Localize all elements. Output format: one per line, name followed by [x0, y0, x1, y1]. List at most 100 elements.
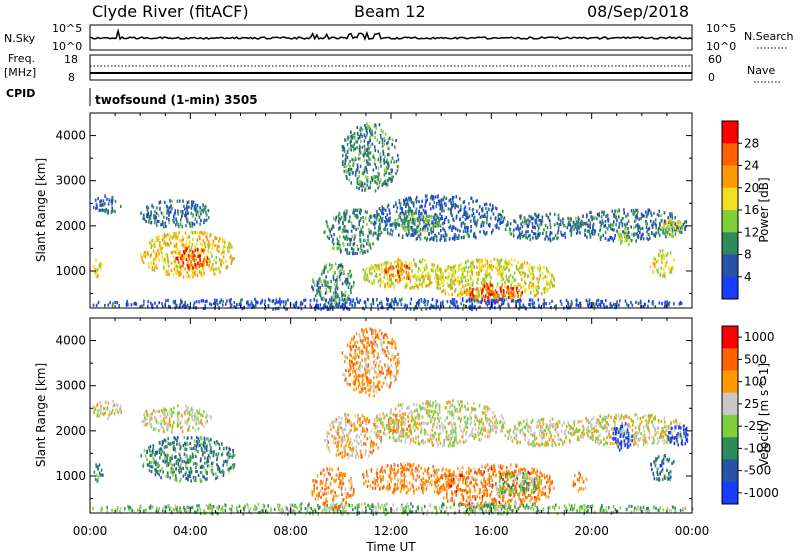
- power-cell: [471, 304, 474, 308]
- velocity-cell: [172, 446, 175, 450]
- power-cell: [462, 229, 465, 233]
- power-cell: [591, 215, 594, 219]
- power-cell: [144, 250, 146, 254]
- power-cell: [370, 229, 372, 233]
- power-cell: [177, 212, 179, 216]
- power-cell: [569, 229, 572, 233]
- power-cell: [656, 268, 659, 272]
- power-cell: [375, 166, 377, 170]
- power-cell: [207, 216, 210, 220]
- power-cell: [195, 206, 198, 210]
- power-cell: [488, 263, 491, 267]
- power-cell: [464, 213, 467, 217]
- power-cell: [489, 222, 491, 227]
- velocity-cell: [203, 436, 206, 440]
- power-cell: [149, 217, 152, 221]
- power-cell: [487, 286, 490, 290]
- power-cell: [345, 298, 348, 302]
- power-cell: [472, 297, 474, 301]
- velocity-cell: [189, 466, 192, 470]
- power-cell: [399, 299, 402, 303]
- velocity-cell: [176, 412, 179, 416]
- power-cell: [194, 248, 197, 252]
- velocity-cell: [204, 456, 206, 460]
- power-cell: [337, 242, 340, 246]
- power-cell: [367, 141, 369, 145]
- power-cell: [475, 224, 478, 228]
- power-cell: [294, 301, 297, 305]
- power-cell: [654, 305, 657, 309]
- power-cell: [357, 247, 359, 252]
- power-cell: [379, 160, 382, 164]
- power-cell: [338, 263, 340, 268]
- velocity-cell: [199, 435, 202, 439]
- power-cell: [467, 216, 470, 220]
- velocity-cell: [198, 444, 201, 448]
- power-cell: [504, 260, 507, 264]
- power-cell: [546, 235, 549, 239]
- power-cell: [392, 282, 394, 286]
- power-cell: [341, 298, 344, 302]
- power-cell: [379, 228, 381, 232]
- velocity-cell: [192, 408, 194, 412]
- power-cell: [531, 276, 534, 280]
- velocity-cell: [170, 407, 172, 412]
- power-cell: [417, 212, 420, 216]
- velocity-cell: [218, 443, 220, 447]
- velocity-cell: [148, 421, 151, 426]
- power-cell: [634, 211, 636, 215]
- power-cell: [342, 228, 344, 232]
- power-cell: [532, 275, 535, 279]
- power-cell: [164, 221, 166, 225]
- power-cell: [411, 218, 414, 222]
- power-cell: [185, 257, 188, 261]
- velocity-cell: [217, 467, 219, 471]
- power-cell: [548, 301, 551, 306]
- power-cell: [498, 267, 501, 271]
- power-cell: [351, 144, 354, 148]
- velocity-cell: [193, 414, 196, 418]
- velocity-cell: [143, 413, 145, 417]
- power-cell: [681, 226, 684, 230]
- power-cell: [577, 303, 580, 308]
- power-cell: [464, 283, 467, 287]
- power-cell: [428, 232, 430, 236]
- power-cell: [168, 243, 170, 247]
- power-cell: [408, 212, 410, 216]
- power-cell: [631, 239, 633, 243]
- velocity-cell: [232, 465, 234, 469]
- power-cell: [190, 230, 192, 234]
- velocity-cell: [152, 448, 154, 452]
- power-cell: [497, 272, 499, 277]
- velocity-cell: [355, 451, 358, 456]
- power-cell: [224, 240, 226, 244]
- power-cell: [429, 278, 431, 282]
- power-cell: [489, 203, 491, 207]
- power-cell: [546, 275, 548, 279]
- power-cell: [403, 269, 405, 273]
- power-cell: [313, 283, 316, 287]
- power-cell: [201, 248, 204, 252]
- power-cell: [436, 238, 438, 243]
- power-cell: [378, 123, 381, 127]
- power-cell: [576, 225, 579, 229]
- power-cell: [510, 258, 513, 262]
- power-cell: [370, 231, 372, 235]
- velocity-cell: [181, 425, 184, 429]
- power-cell: [392, 273, 394, 277]
- power-cell: [376, 274, 378, 278]
- velocity-cell: [214, 442, 217, 446]
- power-cell: [449, 279, 452, 283]
- power-cell: [649, 265, 651, 269]
- power-cell: [502, 295, 504, 299]
- power-cell: [390, 171, 392, 176]
- power-cell: [578, 228, 581, 232]
- power-cell: [359, 247, 362, 251]
- velocity-cell: [207, 459, 209, 464]
- velocity-cell: [186, 436, 189, 440]
- power-cell: [407, 271, 410, 275]
- power-cell: [466, 231, 469, 235]
- power-cell: [166, 205, 168, 209]
- power-cell: [346, 138, 348, 142]
- velocity-cell: [196, 442, 198, 446]
